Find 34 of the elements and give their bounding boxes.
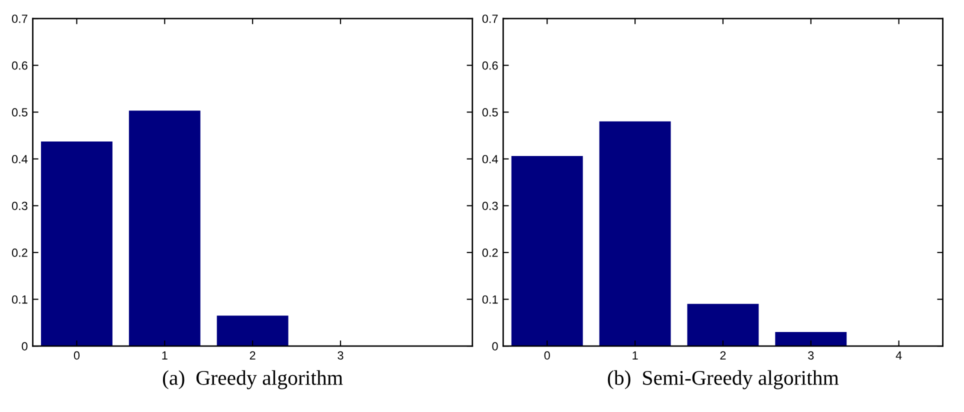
x-axis-title: (a) Greedy algorithm xyxy=(162,370,343,390)
bar xyxy=(775,332,847,346)
bar xyxy=(128,110,200,346)
y-tick-label: 0.5 xyxy=(12,108,28,117)
bar xyxy=(41,142,112,346)
x-tick-label: 1 xyxy=(632,351,638,360)
y-tick-label: 0.6 xyxy=(12,61,28,70)
bar xyxy=(687,304,759,346)
y-tick-label: 0.1 xyxy=(482,295,498,304)
y-tick-label: 0.1 xyxy=(12,295,28,304)
bar xyxy=(599,121,671,346)
x-tick-label: 3 xyxy=(338,351,344,360)
y-tick-label: 0 xyxy=(492,342,498,350)
y-tick-label: 0.4 xyxy=(482,154,498,164)
y-tick-label: 0.2 xyxy=(482,248,498,257)
x-tick-label: 1 xyxy=(162,351,168,360)
y-tick-label: 0.7 xyxy=(12,14,28,23)
y-tick-label: 0.6 xyxy=(482,61,498,70)
y-tick-label: 0 xyxy=(22,342,28,350)
bar xyxy=(216,316,288,346)
y-tick-label: 0.7 xyxy=(482,14,498,23)
x-tick-label: 4 xyxy=(896,351,902,360)
x-axis-title: (b) Semi-Greedy algorithm xyxy=(608,370,839,390)
x-tick-label: 2 xyxy=(720,351,726,360)
y-tick-label: 0.4 xyxy=(12,154,28,164)
x-tick-label: 0 xyxy=(544,351,550,360)
y-tick-label: 0.3 xyxy=(482,202,498,210)
x-tick-label: 2 xyxy=(250,351,256,360)
y-tick-label: 0.3 xyxy=(12,202,28,210)
y-tick-label: 0.2 xyxy=(12,248,28,257)
x-tick-label: 3 xyxy=(808,351,814,360)
bar xyxy=(511,156,583,346)
x-tick-label: 0 xyxy=(74,351,80,360)
y-tick-label: 0.5 xyxy=(482,108,498,117)
